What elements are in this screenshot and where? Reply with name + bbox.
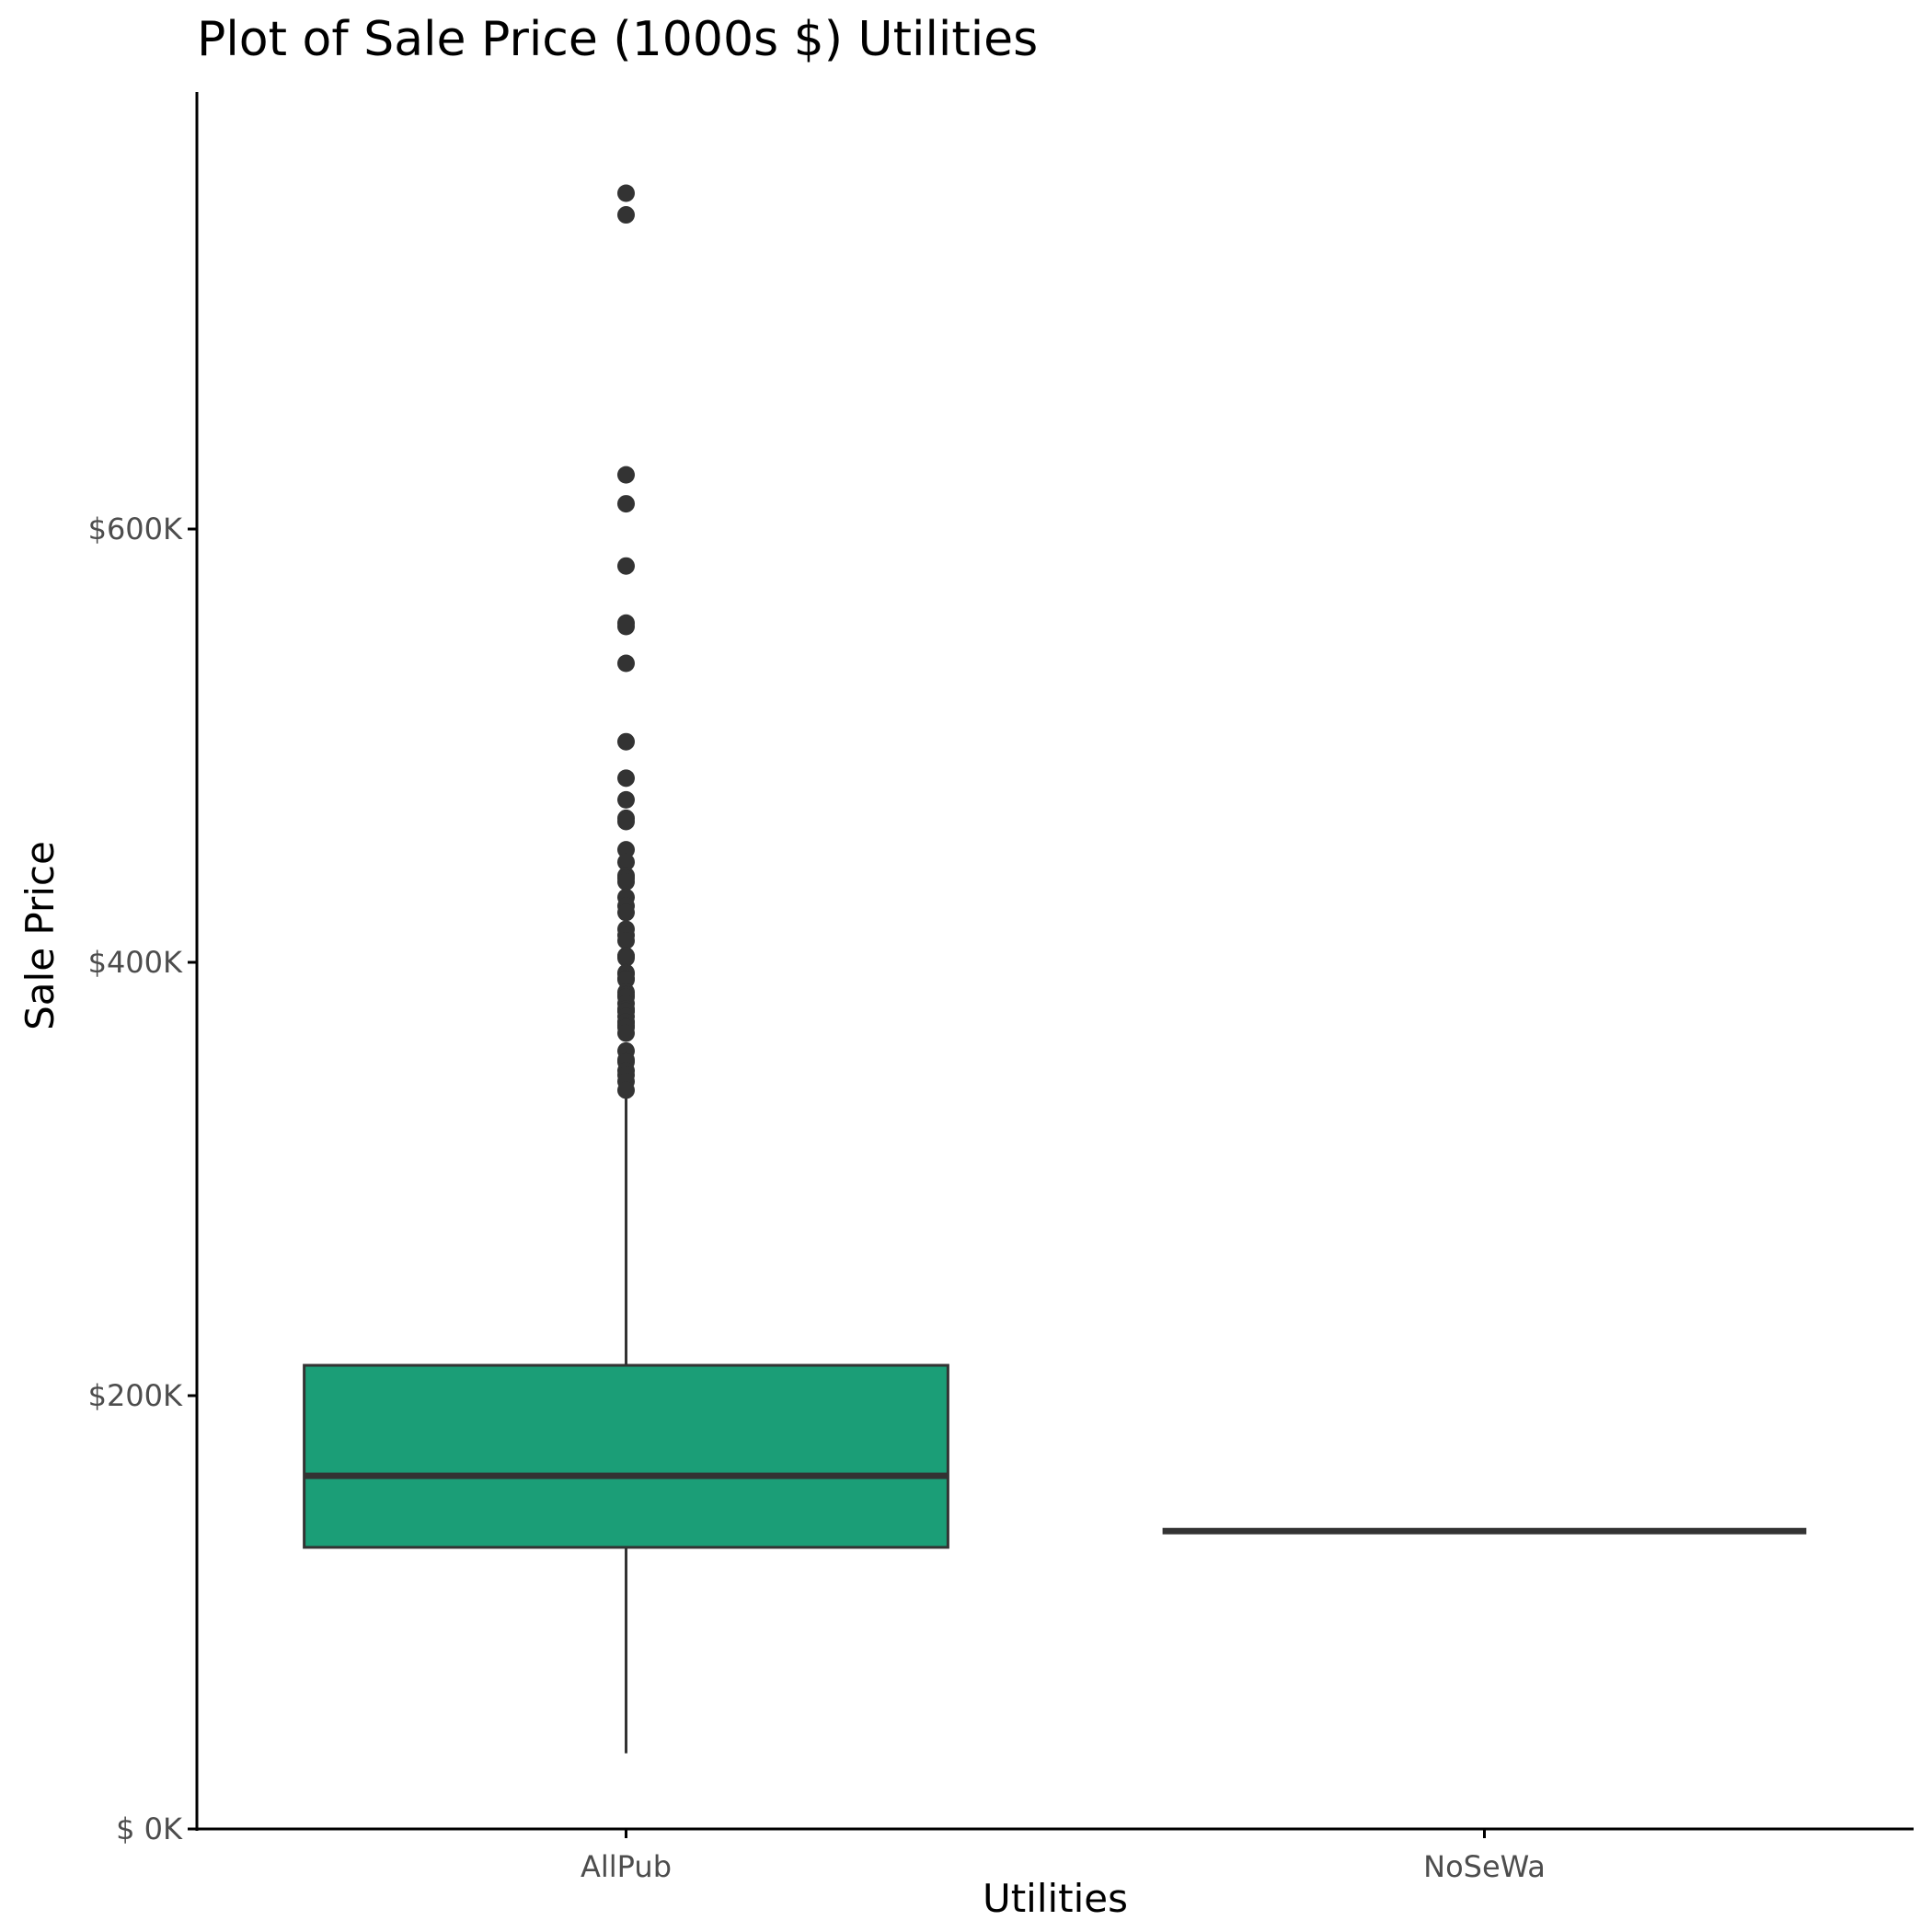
outlier-point xyxy=(617,841,635,859)
outlier-point xyxy=(617,557,635,575)
outlier-point xyxy=(617,495,635,513)
outlier-point xyxy=(617,654,635,673)
outlier-point xyxy=(617,903,635,922)
chart-title: Plot of Sale Price (1000s $) Utilities xyxy=(197,12,1038,67)
outlier-point xyxy=(617,184,635,202)
y-tick-label: $ 0K xyxy=(116,1811,183,1846)
y-tick-label: $200K xyxy=(88,1378,183,1413)
outlier-point xyxy=(617,617,635,636)
x-tick-label: NoSeWa xyxy=(1423,1849,1546,1884)
outlier-point xyxy=(617,732,635,751)
box-iqr xyxy=(303,1363,949,1549)
y-tick-label: $600K xyxy=(88,512,183,546)
outlier-point xyxy=(617,812,635,831)
outlier-point xyxy=(617,790,635,809)
outlier-point xyxy=(617,769,635,788)
outlier-point xyxy=(617,949,635,967)
outlier-point xyxy=(617,931,635,949)
box-group-allpub xyxy=(303,184,949,1754)
outlier-point xyxy=(617,1081,635,1099)
boxes-layer xyxy=(303,184,1807,1754)
y-tick-label: $400K xyxy=(88,945,183,980)
outlier-point xyxy=(617,853,635,871)
outlier-point xyxy=(617,206,635,224)
outlier-point xyxy=(617,1024,635,1042)
x-axis-ticks: AllPub NoSeWa xyxy=(581,1829,1546,1884)
x-tick-label: AllPub xyxy=(581,1849,672,1884)
outlier-point xyxy=(617,466,635,484)
outlier-point xyxy=(617,873,635,891)
y-axis-ticks: $ 0K $200K $400K $600K xyxy=(88,512,197,1846)
x-axis-title: Utilities xyxy=(983,1876,1128,1921)
outlier-point xyxy=(617,971,635,989)
y-axis-title: Sale Price xyxy=(17,841,63,1030)
